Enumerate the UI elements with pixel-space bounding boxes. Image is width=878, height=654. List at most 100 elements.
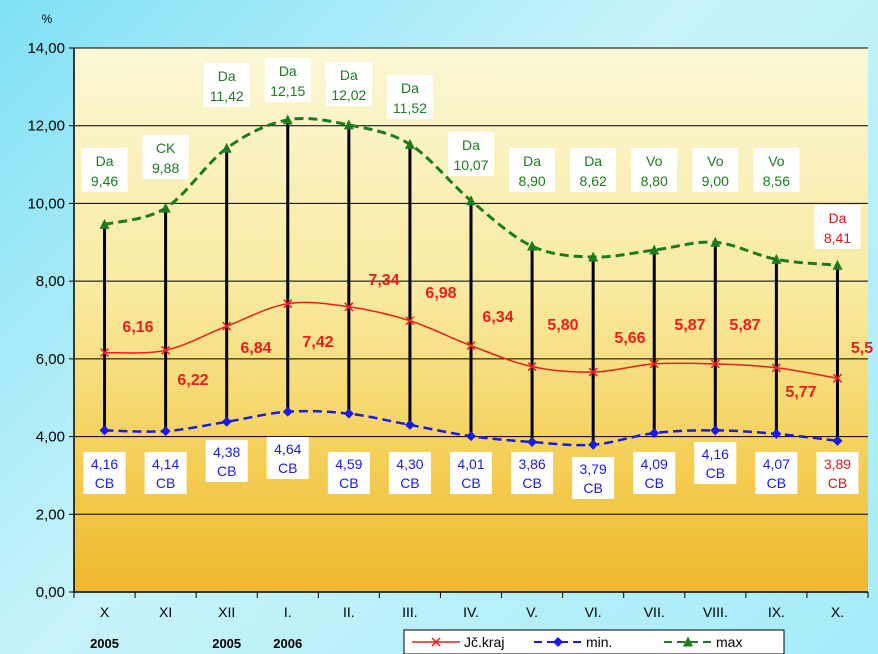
max-point	[832, 259, 843, 270]
max-point	[771, 253, 782, 264]
min-label-box	[266, 437, 309, 479]
x-tick-label: VIII.	[703, 604, 728, 620]
max-point	[99, 218, 110, 229]
y-tick-label: 0,00	[36, 584, 65, 601]
min-value-label: 3,86	[518, 456, 545, 472]
max-value-label: 8,56	[763, 173, 790, 189]
max-code-label: Da	[829, 210, 847, 226]
max-point	[160, 202, 171, 213]
min-point	[466, 431, 476, 442]
min-point	[588, 439, 599, 450]
jc-kraj-value-label: 5,66	[614, 330, 645, 347]
min-code-label: CB	[278, 460, 297, 476]
max-code-label: Vo	[646, 153, 663, 169]
max-label-box	[81, 148, 128, 192]
x-tick-label: I.	[284, 604, 292, 620]
jc-kraj-value-label: 6,16	[122, 319, 153, 336]
max-point	[282, 114, 293, 125]
legend-item-min-label: min.	[586, 634, 612, 650]
min-point	[832, 435, 843, 446]
max-label-box	[692, 148, 739, 192]
min-value-label: 3,79	[580, 461, 607, 477]
max-point	[343, 119, 354, 130]
min-label-box	[694, 442, 737, 484]
min-label-box	[83, 452, 126, 494]
x-tick-label: III.	[402, 604, 418, 620]
legend-item-jc-kraj-marker	[431, 637, 441, 647]
max-code-label: Vo	[707, 153, 724, 169]
max-label-box	[814, 205, 861, 249]
jc-kraj-point	[710, 359, 720, 369]
max-label-box	[631, 148, 678, 192]
max-value-label: 12,15	[270, 83, 305, 99]
x-tick-label: VI.	[585, 604, 602, 620]
x-tick-label: XI	[159, 604, 172, 620]
jc-kraj-value-label: 7,42	[302, 334, 333, 351]
max-code-label: CK	[156, 140, 176, 156]
min-label-box	[633, 452, 676, 494]
max-label-box	[142, 135, 189, 179]
max-code-label: Da	[218, 68, 236, 84]
jc-kraj-value-label: 6,34	[482, 309, 513, 326]
min-code-label: CB	[400, 475, 419, 491]
max-point	[221, 142, 232, 153]
y-tick-label: 12,00	[27, 118, 65, 135]
y-tick-label: 4,00	[36, 429, 65, 446]
min-code-label: CB	[767, 475, 786, 491]
min-point	[160, 426, 171, 437]
jc-kraj-value-label: 5,87	[729, 317, 760, 334]
jc-kraj-point	[649, 359, 659, 369]
min-code-label: CB	[95, 475, 114, 491]
min-code-label: CB	[828, 475, 847, 491]
jc-kraj-point	[466, 341, 476, 351]
min-value-label: 4,14	[152, 456, 179, 472]
min-point	[343, 408, 354, 419]
min-code-label: CB	[156, 475, 175, 491]
legend-item-max-label: max	[716, 634, 742, 650]
min-code-label: CB	[461, 475, 480, 491]
min-label-box	[511, 452, 554, 494]
min-value-label: 4,30	[396, 456, 423, 472]
jc-kraj-value-label: 6,22	[177, 372, 208, 389]
max-label-box	[325, 62, 372, 106]
jc-kraj-point	[527, 362, 537, 372]
max-value-label: 11,42	[210, 88, 244, 104]
jc-kraj-value-label: 5,5	[851, 340, 873, 357]
max-value-label: 11,52	[393, 100, 427, 116]
min-value-label: 4,01	[457, 456, 484, 472]
legend-item-jc-kraj-label: Jč.kraj	[464, 634, 504, 650]
max-code-label: Da	[401, 80, 419, 96]
min-code-label: CB	[706, 465, 725, 481]
x-tick-label: II.	[343, 604, 355, 620]
max-point	[404, 138, 415, 149]
max-value-label: 8,62	[580, 173, 607, 189]
jc-kraj-value-label: 6,98	[425, 285, 456, 302]
max-code-label: Da	[96, 153, 114, 169]
max-code-label: Da	[279, 63, 297, 79]
max-value-label: 9,00	[702, 173, 729, 189]
max-value-label: 8,90	[518, 173, 545, 189]
max-label-box	[448, 132, 494, 176]
legend-item-min-marker	[553, 637, 563, 647]
jc-kraj-point	[588, 367, 598, 377]
jc-kraj-value-label: 7,34	[368, 272, 399, 289]
min-label-box	[755, 452, 798, 494]
x-tick-label: X.	[831, 604, 844, 620]
min-value-label: 4,38	[213, 444, 240, 460]
min-point	[771, 428, 782, 439]
min-point	[710, 425, 721, 436]
min-value-label: 4,16	[702, 446, 729, 462]
min-label-box	[388, 452, 431, 494]
y-tick-label: 8,00	[36, 273, 65, 290]
year-label: 2005	[212, 636, 241, 651]
max-code-label: Da	[462, 137, 480, 153]
max-label-box	[753, 148, 800, 192]
legend	[403, 629, 785, 654]
max-label-box	[203, 63, 250, 107]
y-tick-label: 6,00	[36, 351, 65, 368]
min-value-label: 4,64	[274, 441, 301, 457]
min-point	[649, 428, 660, 439]
min-point	[527, 437, 538, 448]
